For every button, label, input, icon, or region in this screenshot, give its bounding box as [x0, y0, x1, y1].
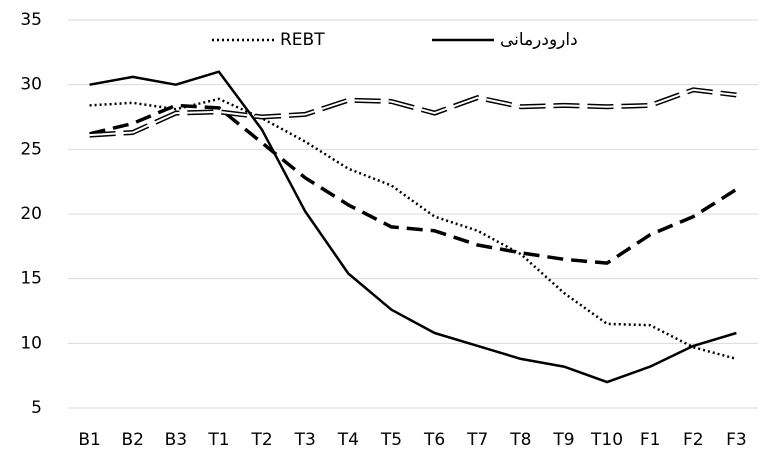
- y-tick-label: 10: [20, 333, 42, 353]
- x-tick-label: F3: [726, 430, 747, 450]
- series-line: [89, 87, 737, 138]
- series-line: [89, 103, 738, 265]
- x-tick-label: T3: [294, 430, 316, 450]
- x-tick-label: T1: [207, 430, 229, 450]
- x-tick-label: T8: [509, 430, 531, 450]
- series-line: [89, 97, 737, 361]
- x-tick-label: T6: [423, 430, 445, 450]
- x-tick-label: F2: [683, 430, 704, 450]
- x-tick-label: B1: [78, 430, 100, 450]
- x-tick-label: T7: [466, 430, 488, 450]
- x-tick-label: T10: [590, 430, 623, 450]
- x-tick-label: F1: [640, 430, 661, 450]
- y-tick-label: 25: [20, 139, 42, 159]
- y-tick-label: 30: [20, 75, 42, 95]
- y-tick-label: 15: [20, 269, 42, 289]
- series-line: [89, 70, 737, 384]
- x-tick-label: T4: [337, 430, 359, 450]
- x-tick-label: B2: [121, 430, 143, 450]
- series-line-inner: [89, 88, 737, 137]
- y-tick-label: 35: [20, 10, 42, 30]
- x-tick-label: T2: [250, 430, 272, 450]
- x-tick-label: B3: [165, 430, 187, 450]
- y-tick-label: 20: [20, 204, 42, 224]
- y-tick-label: 5: [31, 398, 42, 418]
- legend-label: REBT: [280, 30, 325, 50]
- x-tick-label: T9: [552, 430, 574, 450]
- x-tick-label: T5: [380, 430, 402, 450]
- legend-label: دارودرمانی: [500, 30, 578, 50]
